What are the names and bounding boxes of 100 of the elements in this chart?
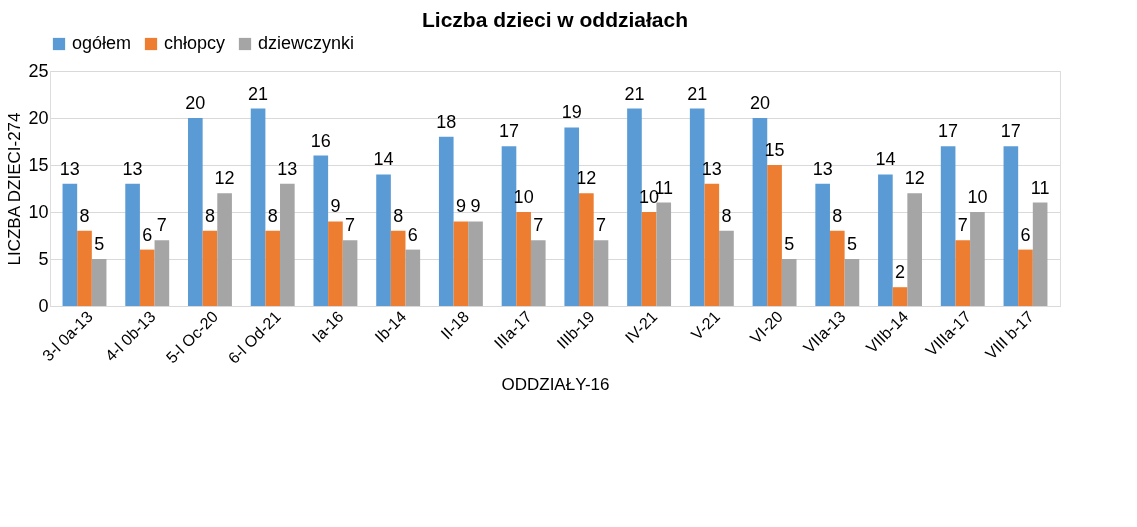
- data-label: 8: [721, 205, 732, 226]
- data-label: 6: [407, 224, 418, 245]
- y-tick-label: 10: [28, 201, 49, 222]
- bar: [250, 108, 266, 306]
- data-label: 8: [79, 205, 90, 226]
- bar: [892, 287, 908, 306]
- bar: [955, 240, 971, 306]
- data-label: 8: [832, 205, 843, 226]
- data-label: 5: [846, 234, 857, 254]
- bar: [376, 174, 391, 306]
- bar: [815, 183, 830, 306]
- bar: [752, 118, 768, 306]
- bar: [62, 183, 78, 306]
- bar: [217, 193, 232, 306]
- bar: [970, 212, 985, 306]
- x-axis-title: ODDZIAŁY-16: [501, 374, 610, 394]
- bar: [91, 259, 107, 306]
- bar: [656, 202, 672, 306]
- data-label: 6: [1020, 224, 1031, 245]
- bar: [77, 230, 92, 306]
- legend-label: ogółem: [72, 33, 132, 53]
- bar: [125, 183, 140, 306]
- data-label: 7: [345, 215, 356, 236]
- bar: [154, 240, 170, 306]
- bar: [627, 108, 642, 306]
- data-label: 12: [904, 168, 925, 189]
- bar: [940, 146, 956, 306]
- data-label: 10: [967, 187, 988, 207]
- data-label: 7: [596, 215, 607, 236]
- data-label: 19: [561, 102, 582, 123]
- data-label: 17: [1000, 121, 1021, 142]
- data-label: 12: [214, 168, 235, 189]
- data-label: 8: [204, 205, 215, 226]
- bar: [781, 259, 797, 306]
- data-label: 13: [277, 158, 298, 179]
- bar: [313, 155, 329, 306]
- bar: [453, 221, 469, 306]
- y-axis-title: LICZBA DZIECI-274: [5, 112, 25, 266]
- bar: [593, 240, 609, 306]
- data-label: 13: [812, 158, 833, 179]
- data-label: 8: [267, 205, 278, 226]
- data-label: 13: [122, 158, 143, 179]
- data-label: 17: [938, 121, 959, 142]
- data-label: 18: [436, 111, 457, 132]
- y-tick-label: 15: [28, 154, 49, 175]
- legend-label: chłopcy: [164, 33, 226, 53]
- data-label: 9: [330, 196, 341, 217]
- bar: [530, 240, 546, 306]
- data-label: 9: [470, 196, 481, 217]
- bar: [719, 230, 734, 306]
- bar: [907, 193, 922, 306]
- legend-label: dziewczynki: [258, 33, 355, 53]
- data-label: 7: [957, 215, 968, 236]
- bar: [704, 183, 720, 306]
- data-label: 2: [895, 262, 906, 283]
- data-label: 20: [749, 93, 770, 113]
- bar: [1032, 202, 1048, 306]
- data-label: 9: [455, 196, 466, 217]
- bar: [438, 136, 454, 306]
- bar: [390, 230, 406, 306]
- data-label: 13: [59, 158, 80, 179]
- data-label: 8: [393, 205, 404, 226]
- data-label: 5: [784, 234, 795, 254]
- bar: [265, 230, 281, 306]
- data-label: 7: [533, 215, 544, 236]
- data-label: 21: [248, 83, 269, 104]
- data-label: 14: [373, 149, 394, 170]
- bar: [468, 221, 483, 306]
- bar: [188, 118, 203, 306]
- bar: [139, 249, 155, 306]
- data-label: 5: [94, 234, 105, 254]
- bar: [280, 183, 295, 306]
- y-tick-label: 25: [28, 60, 49, 81]
- bar: [829, 230, 845, 306]
- bar: [405, 249, 421, 306]
- data-label: 17: [498, 121, 520, 142]
- bar: [1018, 249, 1033, 306]
- data-label: 21: [687, 83, 708, 104]
- bar: [516, 212, 531, 306]
- y-tick-label: 0: [38, 295, 49, 316]
- data-label: 21: [624, 83, 645, 104]
- bar: [579, 193, 594, 306]
- bar: [501, 146, 517, 306]
- data-label: 7: [156, 215, 167, 236]
- bar: [202, 230, 218, 306]
- bar: [328, 221, 343, 306]
- chart-title: Liczba dzieci w oddziałach: [421, 8, 689, 31]
- y-tick-label: 5: [38, 248, 49, 269]
- y-tick-label: 20: [28, 107, 49, 128]
- data-label: 14: [875, 149, 896, 170]
- data-label: 16: [310, 130, 331, 151]
- data-label: 6: [142, 224, 153, 245]
- bar: [1003, 146, 1019, 306]
- bar: [689, 108, 705, 306]
- bar: [641, 212, 657, 306]
- bar: [844, 259, 860, 306]
- data-label: 11: [1030, 177, 1050, 198]
- bar: [767, 165, 782, 306]
- bar: [878, 174, 893, 306]
- x-tick-label: V-21: [687, 307, 724, 344]
